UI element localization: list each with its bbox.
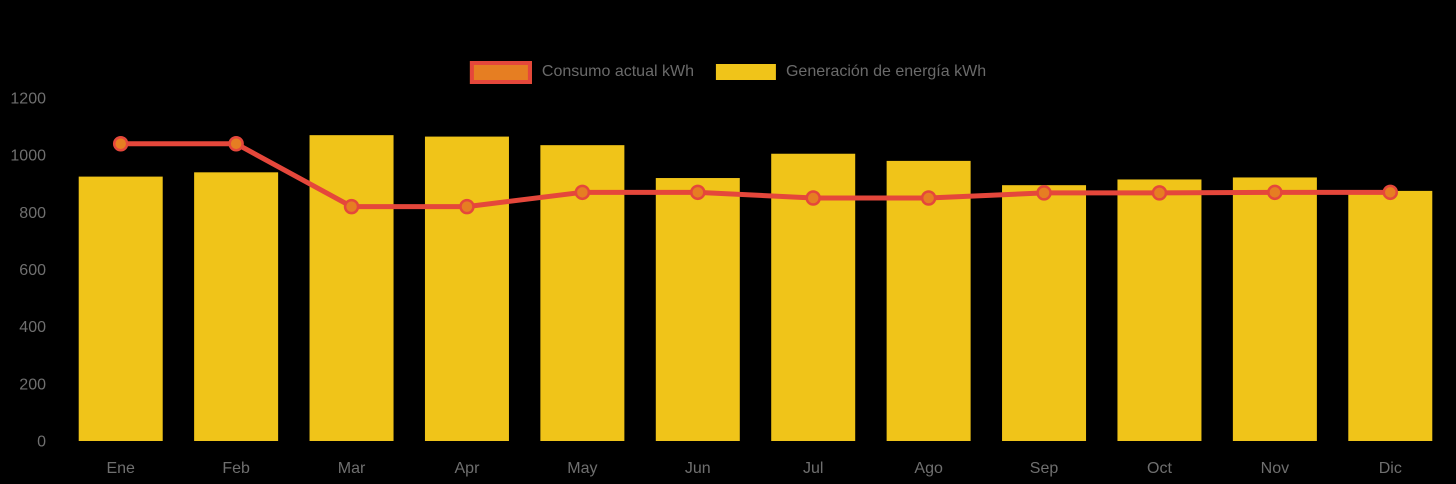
x-axis-label-mar: Mar	[338, 460, 366, 477]
x-axis-label-nov: Nov	[1261, 460, 1289, 477]
legend-label-generacion: Generación de energía kWh	[785, 63, 987, 80]
point-jun[interactable]	[690, 184, 706, 201]
y-axis-label: 0	[37, 434, 46, 451]
generacion-bar-swatch-icon	[715, 64, 776, 80]
bar-feb[interactable]	[194, 172, 279, 442]
x-axis-label-oct: Oct	[1147, 460, 1172, 477]
x-axis-label-dic: Dic	[1379, 460, 1402, 477]
bar-sep[interactable]	[1002, 185, 1087, 441]
consumo-line-swatch-icon	[469, 60, 532, 84]
point-may[interactable]	[574, 184, 591, 201]
bar-nov[interactable]	[1232, 177, 1317, 441]
point-apr[interactable]	[459, 198, 475, 215]
x-axis-label-jun: Jun	[685, 460, 711, 477]
bar-ene[interactable]	[78, 176, 163, 441]
x-axis-label-ago: Ago	[914, 460, 943, 477]
y-axis-label: 200	[19, 376, 46, 393]
point-ene[interactable]	[112, 135, 129, 152]
y-axis-label: 1200	[10, 91, 46, 108]
legend-item-consumo[interactable]: Consumo actual kWh	[469, 60, 694, 84]
bar-mar[interactable]	[309, 135, 394, 442]
point-sep[interactable]	[1036, 185, 1052, 201]
y-axis-label: 600	[19, 262, 46, 279]
chart-legend: Consumo actual kWh Generación de energía…	[469, 60, 987, 84]
x-axis-label-jul: Jul	[803, 460, 823, 477]
y-axis-label: 1000	[10, 148, 46, 165]
point-oct[interactable]	[1151, 185, 1168, 201]
y-axis-label: 800	[19, 205, 46, 222]
bar-oct[interactable]	[1117, 179, 1202, 441]
x-axis-label-apr: Apr	[455, 460, 481, 477]
bar-apr[interactable]	[424, 136, 509, 441]
point-ago[interactable]	[920, 190, 937, 206]
legend-item-generacion[interactable]: Generación de energía kWh	[715, 60, 987, 84]
bar-dic[interactable]	[1348, 190, 1433, 441]
point-feb[interactable]	[228, 135, 244, 152]
bar-ago[interactable]	[886, 160, 971, 441]
bar-jun[interactable]	[655, 178, 740, 442]
x-axis-label-sep: Sep	[1030, 460, 1059, 477]
point-jul[interactable]	[805, 190, 821, 206]
consumption-line[interactable]	[118, 141, 1393, 210]
x-axis-label-feb: Feb	[222, 460, 250, 477]
legend-label-consumo: Consumo actual kWh	[541, 63, 694, 80]
point-nov[interactable]	[1267, 184, 1283, 201]
y-axis-label: 400	[19, 319, 46, 336]
x-axis-label-ene: Ene	[106, 460, 135, 477]
point-mar[interactable]	[343, 198, 360, 215]
point-dic[interactable]	[1382, 184, 1399, 201]
x-axis-label-may: May	[567, 460, 597, 477]
